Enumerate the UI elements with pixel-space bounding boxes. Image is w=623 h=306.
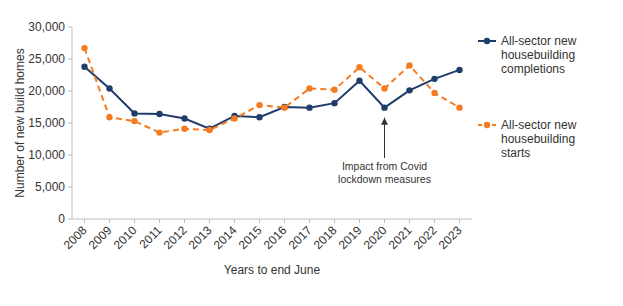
series-marker: [206, 127, 212, 133]
x-tick-label: 2020: [361, 223, 390, 252]
y-tick: [68, 59, 72, 60]
legend-marker: [484, 122, 490, 128]
annotation-line: lockdown measures: [338, 173, 431, 185]
x-tick: [434, 219, 435, 223]
x-tick-label: 2014: [211, 223, 240, 252]
legend-label-line: housebuilding: [501, 48, 575, 62]
series-line: [85, 48, 460, 132]
plot-area: [81, 45, 462, 136]
x-tick-label: 2019: [336, 223, 365, 252]
series-marker: [456, 104, 462, 110]
series-marker: [431, 90, 437, 96]
x-tick-label: 2021: [386, 223, 415, 252]
x-tick: [284, 219, 285, 223]
x-tick-label: 2008: [61, 223, 90, 252]
y-axis-label: Number of new build homes: [13, 48, 27, 197]
x-tick: [309, 219, 310, 223]
y-tick: [68, 187, 72, 188]
legend-label-line: All-sector new: [501, 34, 577, 48]
series-marker: [181, 126, 187, 132]
x-tick: [209, 219, 210, 223]
x-tick-label: 2016: [261, 223, 290, 252]
series-marker: [281, 104, 287, 110]
x-tick-label: 2011: [136, 223, 164, 251]
series-marker: [356, 78, 362, 84]
series-marker: [156, 129, 162, 135]
x-tick: [134, 219, 135, 223]
x-tick-label: 2018: [311, 223, 340, 252]
series-marker: [256, 114, 262, 120]
series-marker: [231, 115, 237, 121]
series-line: [85, 67, 460, 129]
series-marker: [406, 62, 412, 68]
series-marker: [331, 100, 337, 106]
series-marker: [106, 114, 112, 120]
y-tick-label: 10,000: [28, 148, 65, 162]
y-tick: [68, 123, 72, 124]
y-tick-label: 15,000: [28, 116, 65, 130]
legend-label: All-sector newhousebuildingstarts: [501, 118, 577, 160]
x-tick: [184, 219, 185, 223]
legend-label-line: completions: [501, 62, 565, 76]
x-tick: [84, 219, 85, 223]
y-tick: [68, 219, 72, 220]
series-marker: [131, 118, 137, 124]
series-marker: [431, 76, 437, 82]
y-tick-label: 25,000: [28, 52, 65, 66]
x-tick: [384, 219, 385, 223]
series-marker: [306, 104, 312, 110]
x-tick: [359, 219, 360, 223]
x-axis-label: Years to end June: [224, 263, 321, 277]
y-tick: [68, 27, 72, 28]
legend-label-line: All-sector new: [501, 118, 577, 132]
y-tick-label: 5,000: [35, 180, 65, 194]
series-marker: [81, 45, 87, 51]
x-tick: [334, 219, 335, 223]
y-tick: [68, 91, 72, 92]
legend-label: All-sector newhousebuildingcompletions: [501, 34, 577, 76]
y-axis: [72, 27, 73, 219]
x-tick-label: 2023: [436, 223, 465, 252]
series-marker: [181, 115, 187, 121]
x-tick: [159, 219, 160, 223]
annotation-arrowhead: [381, 118, 388, 125]
annotation-line: Impact from Covid: [342, 160, 427, 172]
series-marker: [406, 87, 412, 93]
series-marker: [156, 111, 162, 117]
legend-label-line: starts: [501, 146, 530, 160]
chart: 0 5,000 10,000 15,000 20,000 25,000 30,000 2008…: [0, 0, 623, 306]
series-marker: [131, 110, 137, 116]
x-tick: [259, 219, 260, 223]
y-tick-label: 20,000: [28, 84, 65, 98]
y-tick-label: 30,000: [28, 20, 65, 34]
series-marker: [331, 87, 337, 93]
series-marker: [381, 104, 387, 110]
x-tick-label: 2015: [236, 223, 265, 252]
x-tick-label: 2009: [86, 223, 115, 252]
x-tick-label: 2012: [161, 223, 190, 252]
series-marker: [356, 64, 362, 70]
x-axis: [72, 219, 472, 220]
series-marker: [256, 102, 262, 108]
x-tick-label: 2017: [286, 223, 315, 252]
x-tick: [234, 219, 235, 223]
series-marker: [381, 85, 387, 91]
x-tick-label: 2013: [186, 223, 215, 252]
legend-marker: [484, 38, 490, 44]
series-marker: [456, 67, 462, 73]
y-tick-label: 0: [58, 212, 65, 226]
series-marker: [81, 63, 87, 69]
y-tick: [68, 155, 72, 156]
x-tick: [109, 219, 110, 223]
x-tick-label: 2022: [411, 223, 440, 252]
series-marker: [106, 85, 112, 91]
legend-label-line: housebuilding: [501, 132, 575, 146]
x-tick: [459, 219, 460, 223]
x-tick: [409, 219, 410, 223]
series-marker: [306, 85, 312, 91]
annotation: Impact from Covidlockdown measures: [338, 160, 431, 185]
x-tick-label: 2010: [111, 223, 140, 252]
